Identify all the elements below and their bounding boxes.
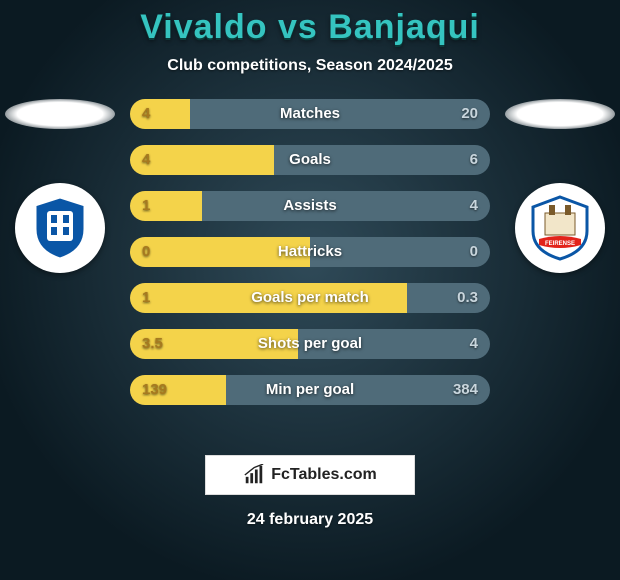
- stat-label: Shots per goal: [130, 329, 490, 359]
- comparison-card: Vivaldo vs Banjaqui Club competitions, S…: [0, 0, 620, 580]
- page-title: Vivaldo vs Banjaqui: [0, 8, 620, 47]
- stat-row: 420Matches: [130, 99, 490, 129]
- date-text: 24 february 2025: [0, 511, 620, 529]
- stat-label: Matches: [130, 99, 490, 129]
- brand-text: FcTables.com: [271, 466, 377, 484]
- stat-row: 3.54Shots per goal: [130, 329, 490, 359]
- comparison-body: FEIRENSE 420Matches 46Goals 14Assists 00Hat…: [0, 99, 620, 429]
- player-right-column: FEIRENSE: [500, 99, 620, 429]
- shield-icon: [25, 193, 95, 263]
- player-left-column: [0, 99, 120, 429]
- stat-row: 46Goals: [130, 145, 490, 175]
- player-left-silhouette: [5, 99, 115, 129]
- club-crest-right: FEIRENSE: [515, 183, 605, 273]
- stat-row: 00Hattricks: [130, 237, 490, 267]
- club-crest-left: [15, 183, 105, 273]
- stat-label: Assists: [130, 191, 490, 221]
- stat-label: Hattricks: [130, 237, 490, 267]
- svg-text:FEIRENSE: FEIRENSE: [545, 241, 575, 247]
- shield-icon: FEIRENSE: [525, 193, 595, 263]
- chart-icon: [243, 464, 265, 486]
- stat-label: Goals: [130, 145, 490, 175]
- player-right-silhouette: [505, 99, 615, 129]
- subtitle: Club competitions, Season 2024/2025: [0, 57, 620, 75]
- stat-bars: 420Matches 46Goals 14Assists 00Hattricks 10.…: [130, 99, 490, 405]
- stat-row: 14Assists: [130, 191, 490, 221]
- stat-row: 139384Min per goal: [130, 375, 490, 405]
- stat-label: Goals per match: [130, 283, 490, 313]
- stat-row: 10.3Goals per match: [130, 283, 490, 313]
- stat-label: Min per goal: [130, 375, 490, 405]
- brand-box[interactable]: FcTables.com: [205, 455, 415, 495]
